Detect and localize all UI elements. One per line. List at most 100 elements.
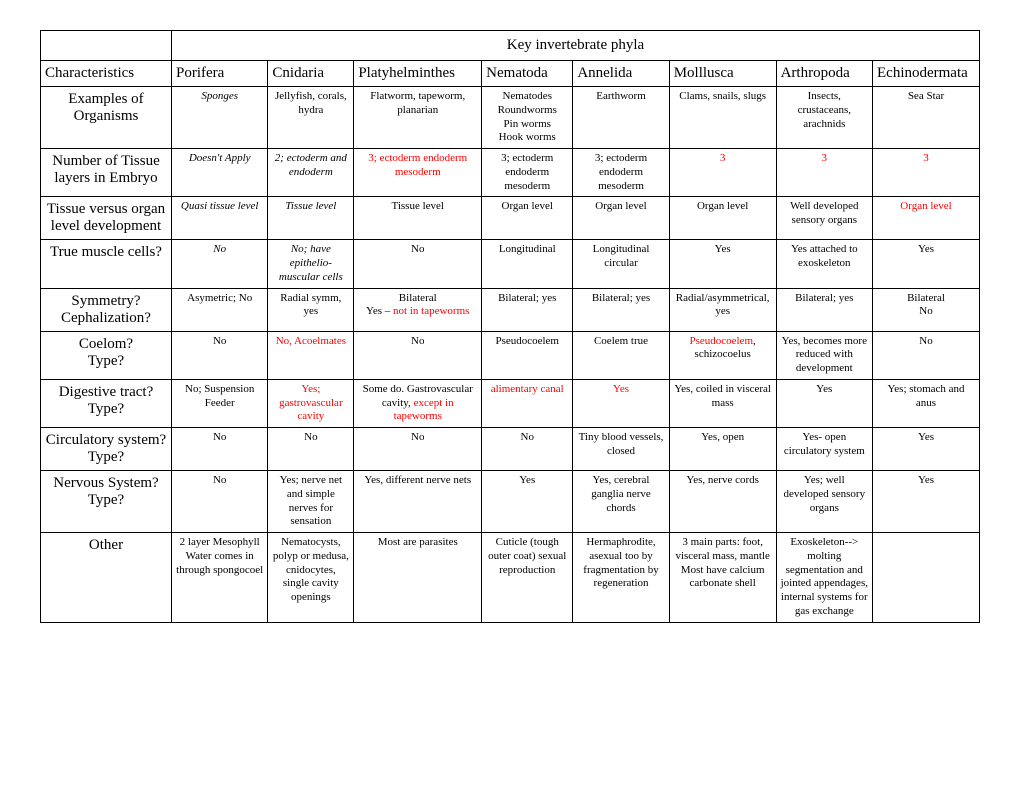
table-cell: Hermaphrodite, asexual too by fragmentat… <box>573 533 669 623</box>
table-cell: Yes, open <box>669 428 776 471</box>
table-cell: Yes, becomes more reduced with developme… <box>776 331 872 379</box>
table-cell: 3; ectoderm endoderm mesoderm <box>573 149 669 197</box>
table-cell: No <box>354 240 482 288</box>
table-cell: Pseudocoelem, schizocoelus <box>669 331 776 379</box>
table-cell: 3 <box>669 149 776 197</box>
table-cell: Nematocysts, polyp or medusa, cnidocytes… <box>268 533 354 623</box>
row-label: Nervous System? Type? <box>41 471 172 533</box>
table-cell: Yes <box>776 379 872 427</box>
table-cell: Organ level <box>669 197 776 240</box>
table-cell: Quasi tissue level <box>171 197 267 240</box>
table-cell: No <box>354 428 482 471</box>
table-cell: Yes, nerve cords <box>669 471 776 533</box>
row-label: Coelom?Type? <box>41 331 172 379</box>
table-cell: NematodesRoundwormsPin wormsHook worms <box>482 87 573 149</box>
row-label: Digestive tract? Type? <box>41 379 172 427</box>
row-label: Examples of Organisms <box>41 87 172 149</box>
table-cell: No <box>171 240 267 288</box>
table-cell: Organ level <box>573 197 669 240</box>
row-label: Number of Tissue layers in Embryo <box>41 149 172 197</box>
table-cell: 3 <box>873 149 980 197</box>
table-cell: 3; ectoderm endoderm mesoderm <box>354 149 482 197</box>
table-cell: Most are parasites <box>354 533 482 623</box>
table-cell: No <box>482 428 573 471</box>
phylum-header: Arthropoda <box>776 61 872 87</box>
table-cell: Jellyfish, corals, hydra <box>268 87 354 149</box>
table-cell: No <box>171 331 267 379</box>
table-cell: Yes <box>873 471 980 533</box>
table-cell: Radial/asymmetrical, yes <box>669 288 776 331</box>
table-cell: Yes <box>669 240 776 288</box>
table-cell: Yes <box>873 428 980 471</box>
table-cell: Organ level <box>873 197 980 240</box>
row-label: Tissue versus organ level development <box>41 197 172 240</box>
table-cell <box>873 533 980 623</box>
table-cell: Bilateral; yes <box>573 288 669 331</box>
row-label: True muscle cells? <box>41 240 172 288</box>
row-label: Other <box>41 533 172 623</box>
invertebrate-phyla-table: Key invertebrate phylaCharacteristicsPor… <box>40 30 980 623</box>
table-cell: No; have epithelio-muscular cells <box>268 240 354 288</box>
phylum-header: Annelida <box>573 61 669 87</box>
phylum-header: Echinodermata <box>873 61 980 87</box>
table-cell: Longitudinal <box>482 240 573 288</box>
table-cell: Yes, cerebral ganglia nerve chords <box>573 471 669 533</box>
table-title: Key invertebrate phyla <box>171 31 979 61</box>
table-cell: Coelem true <box>573 331 669 379</box>
table-cell: Well developed sensory organs <box>776 197 872 240</box>
table-cell: 3; ectoderm endoderm mesoderm <box>482 149 573 197</box>
table-cell: Insects, crustaceans, arachnids <box>776 87 872 149</box>
table-cell: Yes <box>482 471 573 533</box>
table-cell: 3 <box>776 149 872 197</box>
table-cell: Bilateral; yes <box>776 288 872 331</box>
table-cell: Doesn't Apply <box>171 149 267 197</box>
table-cell: Clams, snails, slugs <box>669 87 776 149</box>
table-cell: No <box>873 331 980 379</box>
table-cell: Flatworm, tapeworm, planarian <box>354 87 482 149</box>
table-cell: Yes; nerve net and simple nerves for sen… <box>268 471 354 533</box>
table-cell: Tissue level <box>354 197 482 240</box>
phylum-header: Nematoda <box>482 61 573 87</box>
phylum-header: Platyhelminthes <box>354 61 482 87</box>
table-cell: Longitudinal circular <box>573 240 669 288</box>
table-cell: Earthworm <box>573 87 669 149</box>
table-cell: Sea Star <box>873 87 980 149</box>
table-cell: Yes, different nerve nets <box>354 471 482 533</box>
table-cell: 3 main parts: foot, visceral mass, mantl… <box>669 533 776 623</box>
table-cell: Organ level <box>482 197 573 240</box>
table-cell: Some do. Gastrovascular cavity, except i… <box>354 379 482 427</box>
phylum-header: Cnidaria <box>268 61 354 87</box>
table-cell: Pseudocoelem <box>482 331 573 379</box>
table-cell: Sponges <box>171 87 267 149</box>
row-label: Symmetry? Cephalization? <box>41 288 172 331</box>
table-cell: Tissue level <box>268 197 354 240</box>
phylum-header: Molllusca <box>669 61 776 87</box>
table-cell: Radial symm, yes <box>268 288 354 331</box>
table-cell: No <box>171 428 267 471</box>
table-cell: alimentary canal <box>482 379 573 427</box>
table-cell: Yes; stomach and anus <box>873 379 980 427</box>
table-cell: Asymetric; No <box>171 288 267 331</box>
table-cell: Yes <box>573 379 669 427</box>
table-cell: BilateralNo <box>873 288 980 331</box>
table-cell: Exoskeleton--> molting segmentation and … <box>776 533 872 623</box>
table-cell: BilateralYes – not in tapeworms <box>354 288 482 331</box>
table-cell: Tiny blood vessels, closed <box>573 428 669 471</box>
table-cell: Yes- open circulatory system <box>776 428 872 471</box>
table-cell: Yes; gastrovascular cavity <box>268 379 354 427</box>
table-cell: Yes attached to exoskeleton <box>776 240 872 288</box>
characteristics-header: Characteristics <box>41 61 172 87</box>
table-cell: Bilateral; yes <box>482 288 573 331</box>
table-cell: Yes, coiled in visceral mass <box>669 379 776 427</box>
table-cell: No; Suspension Feeder <box>171 379 267 427</box>
phylum-header: Porifera <box>171 61 267 87</box>
table-cell: No, Acoelmates <box>268 331 354 379</box>
table-cell: No <box>171 471 267 533</box>
row-label: Circulatory system?Type? <box>41 428 172 471</box>
blank-corner <box>41 31 172 61</box>
table-cell: No <box>354 331 482 379</box>
table-cell: 2; ectoderm and endoderm <box>268 149 354 197</box>
table-cell: 2 layer Mesophyll Water comes in through… <box>171 533 267 623</box>
table-cell: No <box>268 428 354 471</box>
table-cell: Yes <box>873 240 980 288</box>
